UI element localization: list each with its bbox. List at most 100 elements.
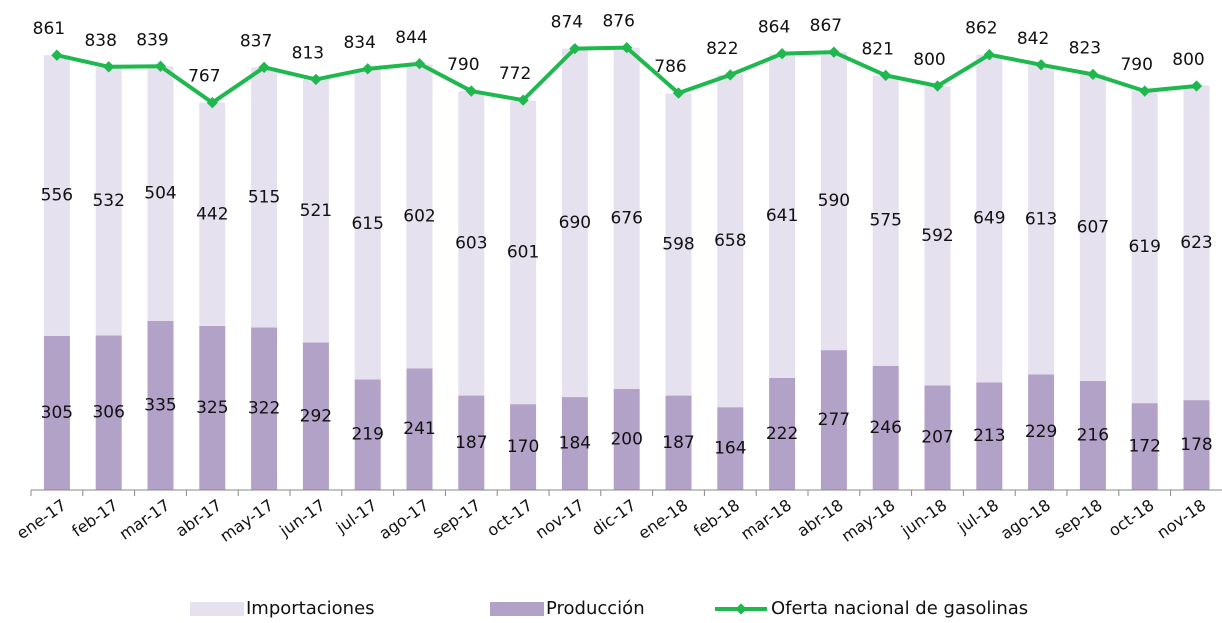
data-label: 876 xyxy=(602,12,634,32)
bar xyxy=(458,91,485,396)
data-label: 592 xyxy=(921,226,953,246)
data-label: 772 xyxy=(499,64,531,84)
data-label: 216 xyxy=(1077,425,1109,445)
bar xyxy=(1079,74,1106,381)
bar xyxy=(458,395,485,490)
data-label: 207 xyxy=(921,428,953,448)
x-tick-label: jun-17 xyxy=(275,495,328,540)
data-label: 187 xyxy=(662,433,694,453)
x-tick-label: oct-17 xyxy=(483,495,536,540)
x-tick-label: mar-18 xyxy=(737,495,795,543)
bar xyxy=(406,368,433,490)
data-label: 322 xyxy=(248,399,280,419)
line-marker xyxy=(1035,59,1047,71)
bar xyxy=(510,404,537,490)
bar xyxy=(199,325,226,490)
bar xyxy=(665,93,692,396)
x-tick-label: jun-18 xyxy=(897,495,950,540)
bar xyxy=(717,74,744,408)
x-tick-label: sep-17 xyxy=(429,495,485,542)
data-label: 504 xyxy=(144,184,176,204)
bar xyxy=(1028,374,1055,490)
bar xyxy=(147,66,174,321)
bar xyxy=(613,47,640,390)
bar xyxy=(924,385,951,490)
bar xyxy=(872,75,899,366)
bar xyxy=(665,395,692,490)
legend-label: Oferta nacional de gasolinas xyxy=(771,598,1028,619)
x-tick-label: may-17 xyxy=(216,495,277,545)
data-label: 800 xyxy=(913,50,945,70)
data-label: 164 xyxy=(714,439,746,459)
legend-label: Importaciones xyxy=(246,598,375,619)
data-label: 844 xyxy=(395,28,427,48)
data-label: 676 xyxy=(610,208,642,228)
x-tick-label: ago-17 xyxy=(375,495,432,543)
data-label: 170 xyxy=(507,437,539,457)
bar xyxy=(1028,64,1055,375)
data-label: 532 xyxy=(92,191,124,211)
x-tick-label: nov-17 xyxy=(532,495,588,542)
data-label: 867 xyxy=(810,16,842,36)
data-label: 861 xyxy=(33,19,65,39)
data-label: 222 xyxy=(766,424,798,444)
bar xyxy=(1131,403,1158,490)
data-label: 241 xyxy=(403,419,435,439)
legend-swatch xyxy=(490,602,544,616)
line-marker xyxy=(258,61,270,73)
data-label: 305 xyxy=(41,403,73,423)
data-label: 822 xyxy=(706,39,738,59)
data-label: 690 xyxy=(559,213,591,233)
data-label: 834 xyxy=(343,33,375,53)
line-marker xyxy=(776,48,788,60)
data-label: 790 xyxy=(1120,55,1152,75)
line-marker xyxy=(983,49,995,61)
x-tick-label: abr-18 xyxy=(794,495,847,540)
bar xyxy=(613,389,640,490)
x-tick-label: feb-18 xyxy=(690,495,743,540)
data-label: 862 xyxy=(965,19,997,39)
x-tick-label: ene-18 xyxy=(635,495,692,543)
x-tick-label: mar-17 xyxy=(116,495,174,543)
bar xyxy=(820,52,847,351)
bar xyxy=(251,327,278,490)
bar xyxy=(1079,380,1106,490)
x-tick-label: may-18 xyxy=(838,495,899,545)
x-tick-label: ago-18 xyxy=(997,495,1054,543)
line-marker xyxy=(828,46,840,58)
data-label: 213 xyxy=(973,426,1005,446)
bar xyxy=(976,382,1003,490)
line-marker xyxy=(51,49,63,61)
legend-swatch xyxy=(735,603,747,615)
data-label: 603 xyxy=(455,233,487,253)
bar xyxy=(302,342,329,490)
data-label: 641 xyxy=(766,206,798,226)
data-label: 790 xyxy=(447,55,479,75)
data-label: 619 xyxy=(1128,237,1160,257)
data-label: 602 xyxy=(403,206,435,226)
bar xyxy=(769,54,796,378)
x-tick-label: feb-17 xyxy=(68,495,121,540)
data-label: 184 xyxy=(559,434,591,454)
x-tick-label: sep-18 xyxy=(1050,495,1106,542)
bar xyxy=(95,66,122,336)
data-label: 172 xyxy=(1128,437,1160,457)
data-label: 786 xyxy=(654,57,686,77)
bar xyxy=(561,397,588,490)
bar xyxy=(872,365,899,490)
bar xyxy=(1131,90,1158,404)
data-label: 613 xyxy=(1025,210,1057,230)
bar xyxy=(1183,400,1210,490)
bar xyxy=(147,320,174,490)
bar xyxy=(43,335,70,490)
data-label: 615 xyxy=(351,214,383,234)
data-label: 515 xyxy=(248,187,280,207)
data-label: 187 xyxy=(455,433,487,453)
data-label: 607 xyxy=(1077,218,1109,238)
x-tick-label: nov-18 xyxy=(1153,495,1209,542)
legend-label: Producción xyxy=(546,598,645,619)
bar xyxy=(251,67,278,328)
data-label: 800 xyxy=(1172,50,1204,70)
data-label: 335 xyxy=(144,395,176,415)
bar xyxy=(199,102,226,326)
